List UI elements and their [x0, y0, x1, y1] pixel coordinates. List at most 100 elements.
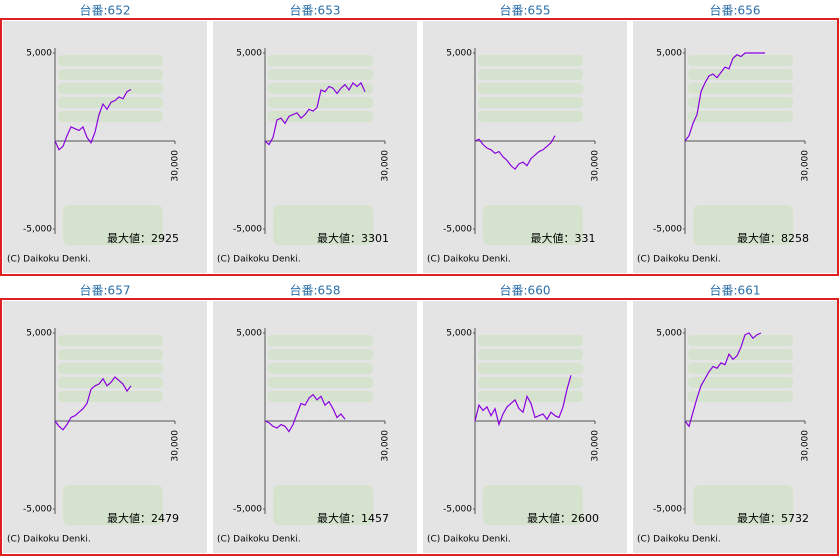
- data-line: [684, 52, 765, 142]
- y-tick-label: -5,000: [443, 505, 472, 515]
- copyright: (C) Daikoku Denki.: [217, 255, 301, 265]
- chart-title: 台番:657: [80, 283, 131, 298]
- data-line: [474, 135, 556, 171]
- max-value: 最大値：5732: [737, 511, 809, 525]
- bg-deco: [58, 335, 163, 346]
- x-tick-label: 30,000: [171, 150, 181, 182]
- y-tick-label: 5,000: [26, 329, 52, 339]
- y-tick-label: 5,000: [236, 49, 262, 59]
- max-value: 最大値：8258: [737, 231, 809, 245]
- max-value: 最大値：2600: [527, 511, 599, 525]
- row-frame: [0, 298, 839, 556]
- x-tick-label: 30,000: [801, 430, 811, 462]
- bg-deco: [273, 205, 373, 245]
- bg-deco: [268, 83, 373, 94]
- bg-deco: [478, 83, 583, 94]
- max-value: 最大値：331: [531, 231, 596, 245]
- chart-title: 台番:655: [500, 3, 551, 18]
- max-value: 最大値：2479: [107, 511, 179, 525]
- copyright: (C) Daikoku Denki.: [637, 535, 721, 545]
- bg-deco: [478, 363, 583, 374]
- y-tick-label: 5,000: [446, 329, 472, 339]
- max-value: 最大値：3301: [317, 231, 389, 245]
- bg-deco: [478, 349, 583, 360]
- chart-title: 台番:658: [290, 283, 341, 298]
- max-value: 最大値：1457: [317, 511, 389, 525]
- y-tick-label: 5,000: [656, 49, 682, 59]
- data-line: [264, 393, 346, 433]
- bg-deco: [268, 55, 373, 66]
- copyright: (C) Daikoku Denki.: [217, 535, 301, 545]
- bg-deco: [273, 485, 373, 525]
- copyright: (C) Daikoku Denki.: [637, 255, 721, 265]
- bg-deco: [693, 485, 793, 525]
- bg-deco: [478, 97, 583, 108]
- bg-deco: [483, 485, 583, 525]
- max-value: 最大値：2925: [107, 231, 179, 245]
- bg-deco: [688, 83, 793, 94]
- bg-deco: [478, 335, 583, 346]
- copyright: (C) Daikoku Denki.: [7, 535, 91, 545]
- bg-deco: [688, 55, 793, 66]
- y-tick-label: 5,000: [26, 49, 52, 59]
- bg-deco: [58, 349, 163, 360]
- bg-deco: [688, 97, 793, 108]
- chart-title: 台番:656: [710, 3, 761, 18]
- bg-deco: [688, 377, 793, 388]
- data-line: [474, 375, 572, 427]
- bg-deco: [63, 205, 163, 245]
- bg-deco: [268, 97, 373, 108]
- y-tick-label: -5,000: [23, 225, 52, 235]
- bg-deco: [688, 391, 793, 402]
- data-line: [54, 376, 132, 431]
- y-tick-label: -5,000: [653, 505, 682, 515]
- bg-deco: [688, 349, 793, 360]
- x-tick-label: 30,000: [801, 150, 811, 182]
- bg-deco: [268, 349, 373, 360]
- y-tick-label: 5,000: [446, 49, 472, 59]
- y-tick-label: 5,000: [236, 329, 262, 339]
- bg-deco: [478, 69, 583, 80]
- bg-deco: [58, 363, 163, 374]
- bg-deco: [63, 485, 163, 525]
- chart-title: 台番:660: [500, 283, 551, 298]
- bg-deco: [478, 377, 583, 388]
- bg-deco: [478, 111, 583, 122]
- x-tick-label: 30,000: [591, 150, 601, 182]
- copyright: (C) Daikoku Denki.: [427, 255, 511, 265]
- y-tick-label: -5,000: [233, 505, 262, 515]
- bg-deco: [58, 111, 163, 122]
- x-tick-label: 30,000: [381, 430, 391, 462]
- x-tick-label: 30,000: [591, 430, 601, 462]
- y-tick-label: -5,000: [233, 225, 262, 235]
- x-tick-label: 30,000: [381, 150, 391, 182]
- bg-deco: [58, 391, 163, 402]
- chart-title: 台番:661: [710, 283, 761, 298]
- bg-deco: [268, 377, 373, 388]
- bg-deco: [483, 205, 583, 245]
- bg-deco: [58, 55, 163, 66]
- bg-deco: [58, 83, 163, 94]
- bg-deco: [478, 391, 583, 402]
- bg-deco: [58, 69, 163, 80]
- copyright: (C) Daikoku Denki.: [7, 255, 91, 265]
- bg-deco: [688, 111, 793, 122]
- y-tick-label: 5,000: [656, 329, 682, 339]
- bg-deco: [268, 335, 373, 346]
- bg-deco: [268, 111, 373, 122]
- chart-title: 台番:652: [80, 3, 131, 18]
- chart-title: 台番:653: [290, 3, 341, 18]
- bg-deco: [693, 205, 793, 245]
- data-line: [54, 88, 132, 151]
- copyright: (C) Daikoku Denki.: [427, 535, 511, 545]
- bg-deco: [688, 335, 793, 346]
- y-tick-label: -5,000: [443, 225, 472, 235]
- y-tick-label: -5,000: [653, 225, 682, 235]
- bg-deco: [478, 55, 583, 66]
- x-tick-label: 30,000: [171, 430, 181, 462]
- row-frame: [0, 18, 839, 276]
- y-tick-label: -5,000: [23, 505, 52, 515]
- bg-deco: [268, 363, 373, 374]
- bg-deco: [688, 363, 793, 374]
